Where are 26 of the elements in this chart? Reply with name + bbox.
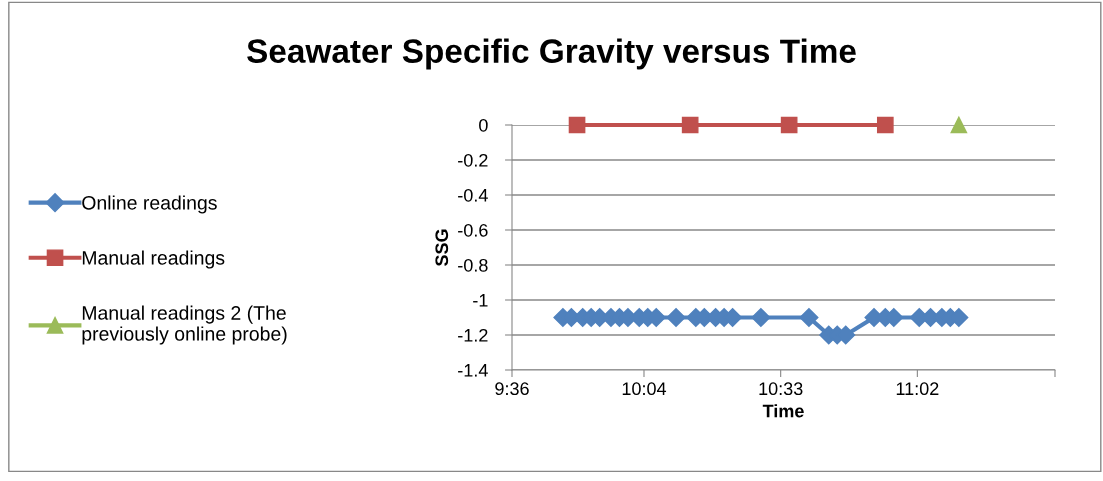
y-tick-label: -0.4 — [458, 188, 488, 202]
legend-label: Online readings — [82, 195, 217, 214]
point — [799, 307, 819, 328]
point — [751, 307, 771, 328]
x-tick-label: 11:02 — [896, 382, 939, 396]
legend-label: Manual readings — [82, 250, 225, 269]
y-tick-label: -0.6 — [458, 223, 488, 237]
point — [780, 116, 798, 134]
y-tick-label: -1 — [473, 294, 488, 307]
x-tick-label: 9:36 — [495, 382, 529, 396]
point — [666, 307, 686, 328]
legend-label: Manual readings 2 (The previously online probe) — [82, 305, 287, 345]
x-tick-label: 10:33 — [759, 382, 803, 396]
y-tick-label: 0 — [479, 118, 488, 132]
point — [568, 116, 586, 134]
x-tick-label: 10:04 — [622, 382, 667, 396]
y-axis-title: SSG — [435, 229, 449, 267]
y-tick-label: -1.4 — [458, 364, 488, 377]
y-tick-label: -0.2 — [458, 153, 488, 167]
chart-title: Seawater Specific Gravity versus Time — [247, 38, 856, 70]
point — [681, 116, 699, 134]
y-tick-label: -0.8 — [458, 258, 488, 272]
y-tick-label: -1.2 — [458, 328, 488, 342]
x-axis-title: Time — [762, 404, 804, 418]
point — [950, 116, 968, 134]
point — [876, 116, 894, 134]
